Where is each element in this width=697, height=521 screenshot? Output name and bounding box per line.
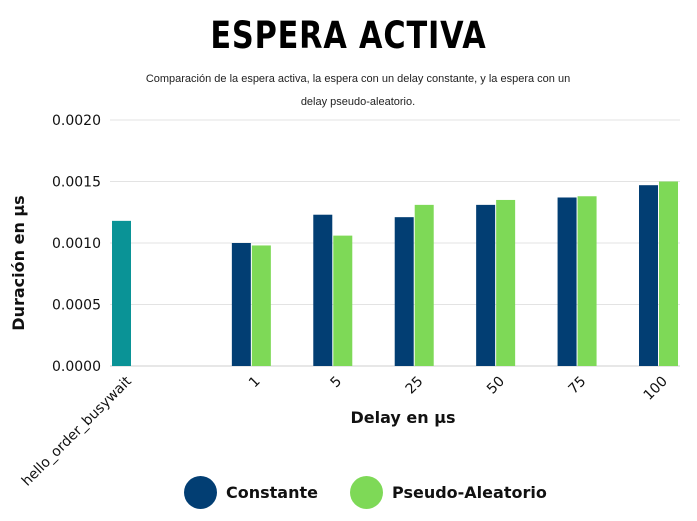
bar-constante <box>557 197 577 366</box>
x-tick-label: hello_order_busywait <box>19 373 135 489</box>
y-tick-label: 0.0015 <box>52 175 101 191</box>
bar-constante <box>231 243 251 366</box>
x-tick-label: 100 <box>641 374 671 404</box>
y-tick-labels: 0.0000 0.0005 0.0010 0.0015 0.0020 <box>52 113 101 375</box>
bar-busywait <box>112 220 131 366</box>
bar-constante <box>476 204 496 366</box>
y-tick-label: 0.0010 <box>52 236 101 252</box>
bar-pseudo-aleatorio <box>414 204 434 366</box>
bars <box>112 181 678 366</box>
bar-pseudo-aleatorio <box>659 181 678 366</box>
y-tick-label: 0.0020 <box>52 113 101 129</box>
chart-title: ESPERA ACTIVA <box>210 14 487 57</box>
legend: Constante Pseudo-Aleatorio <box>0 476 697 512</box>
x-tick-label: 1 <box>246 374 264 392</box>
bar-pseudo-aleatorio <box>496 199 516 366</box>
x-tick-label: 50 <box>484 374 508 398</box>
x-axis-label: Delay en μs <box>350 408 455 427</box>
x-tick-label: 75 <box>565 374 589 398</box>
y-tick-label: 0.0000 <box>52 359 101 375</box>
legend-item-constante: Constante <box>184 476 318 509</box>
bar-pseudo-aleatorio <box>577 196 597 366</box>
bar-constante <box>394 217 414 366</box>
x-tick-labels: hello_order_busywait 1 5 25 50 75 100 <box>19 373 671 489</box>
legend-swatch-pseudo-aleatorio <box>350 476 383 509</box>
bar-pseudo-aleatorio <box>251 245 271 366</box>
y-axis-label: Duración en μs <box>9 195 28 330</box>
bar-constante <box>313 214 333 366</box>
bar-pseudo-aleatorio <box>333 235 353 366</box>
legend-swatch-constante <box>184 476 217 509</box>
y-tick-label: 0.0005 <box>52 298 101 314</box>
chart-subtitle: Comparación de la espera activa, la espe… <box>145 73 571 108</box>
x-tick-label: 25 <box>403 374 427 398</box>
x-tick-label: 5 <box>327 374 345 392</box>
legend-label-pseudo-aleatorio: Pseudo-Aleatorio <box>392 483 547 502</box>
legend-item-pseudo-aleatorio: Pseudo-Aleatorio <box>350 476 547 509</box>
bar-constante <box>639 185 658 366</box>
legend-label-constante: Constante <box>226 483 318 502</box>
